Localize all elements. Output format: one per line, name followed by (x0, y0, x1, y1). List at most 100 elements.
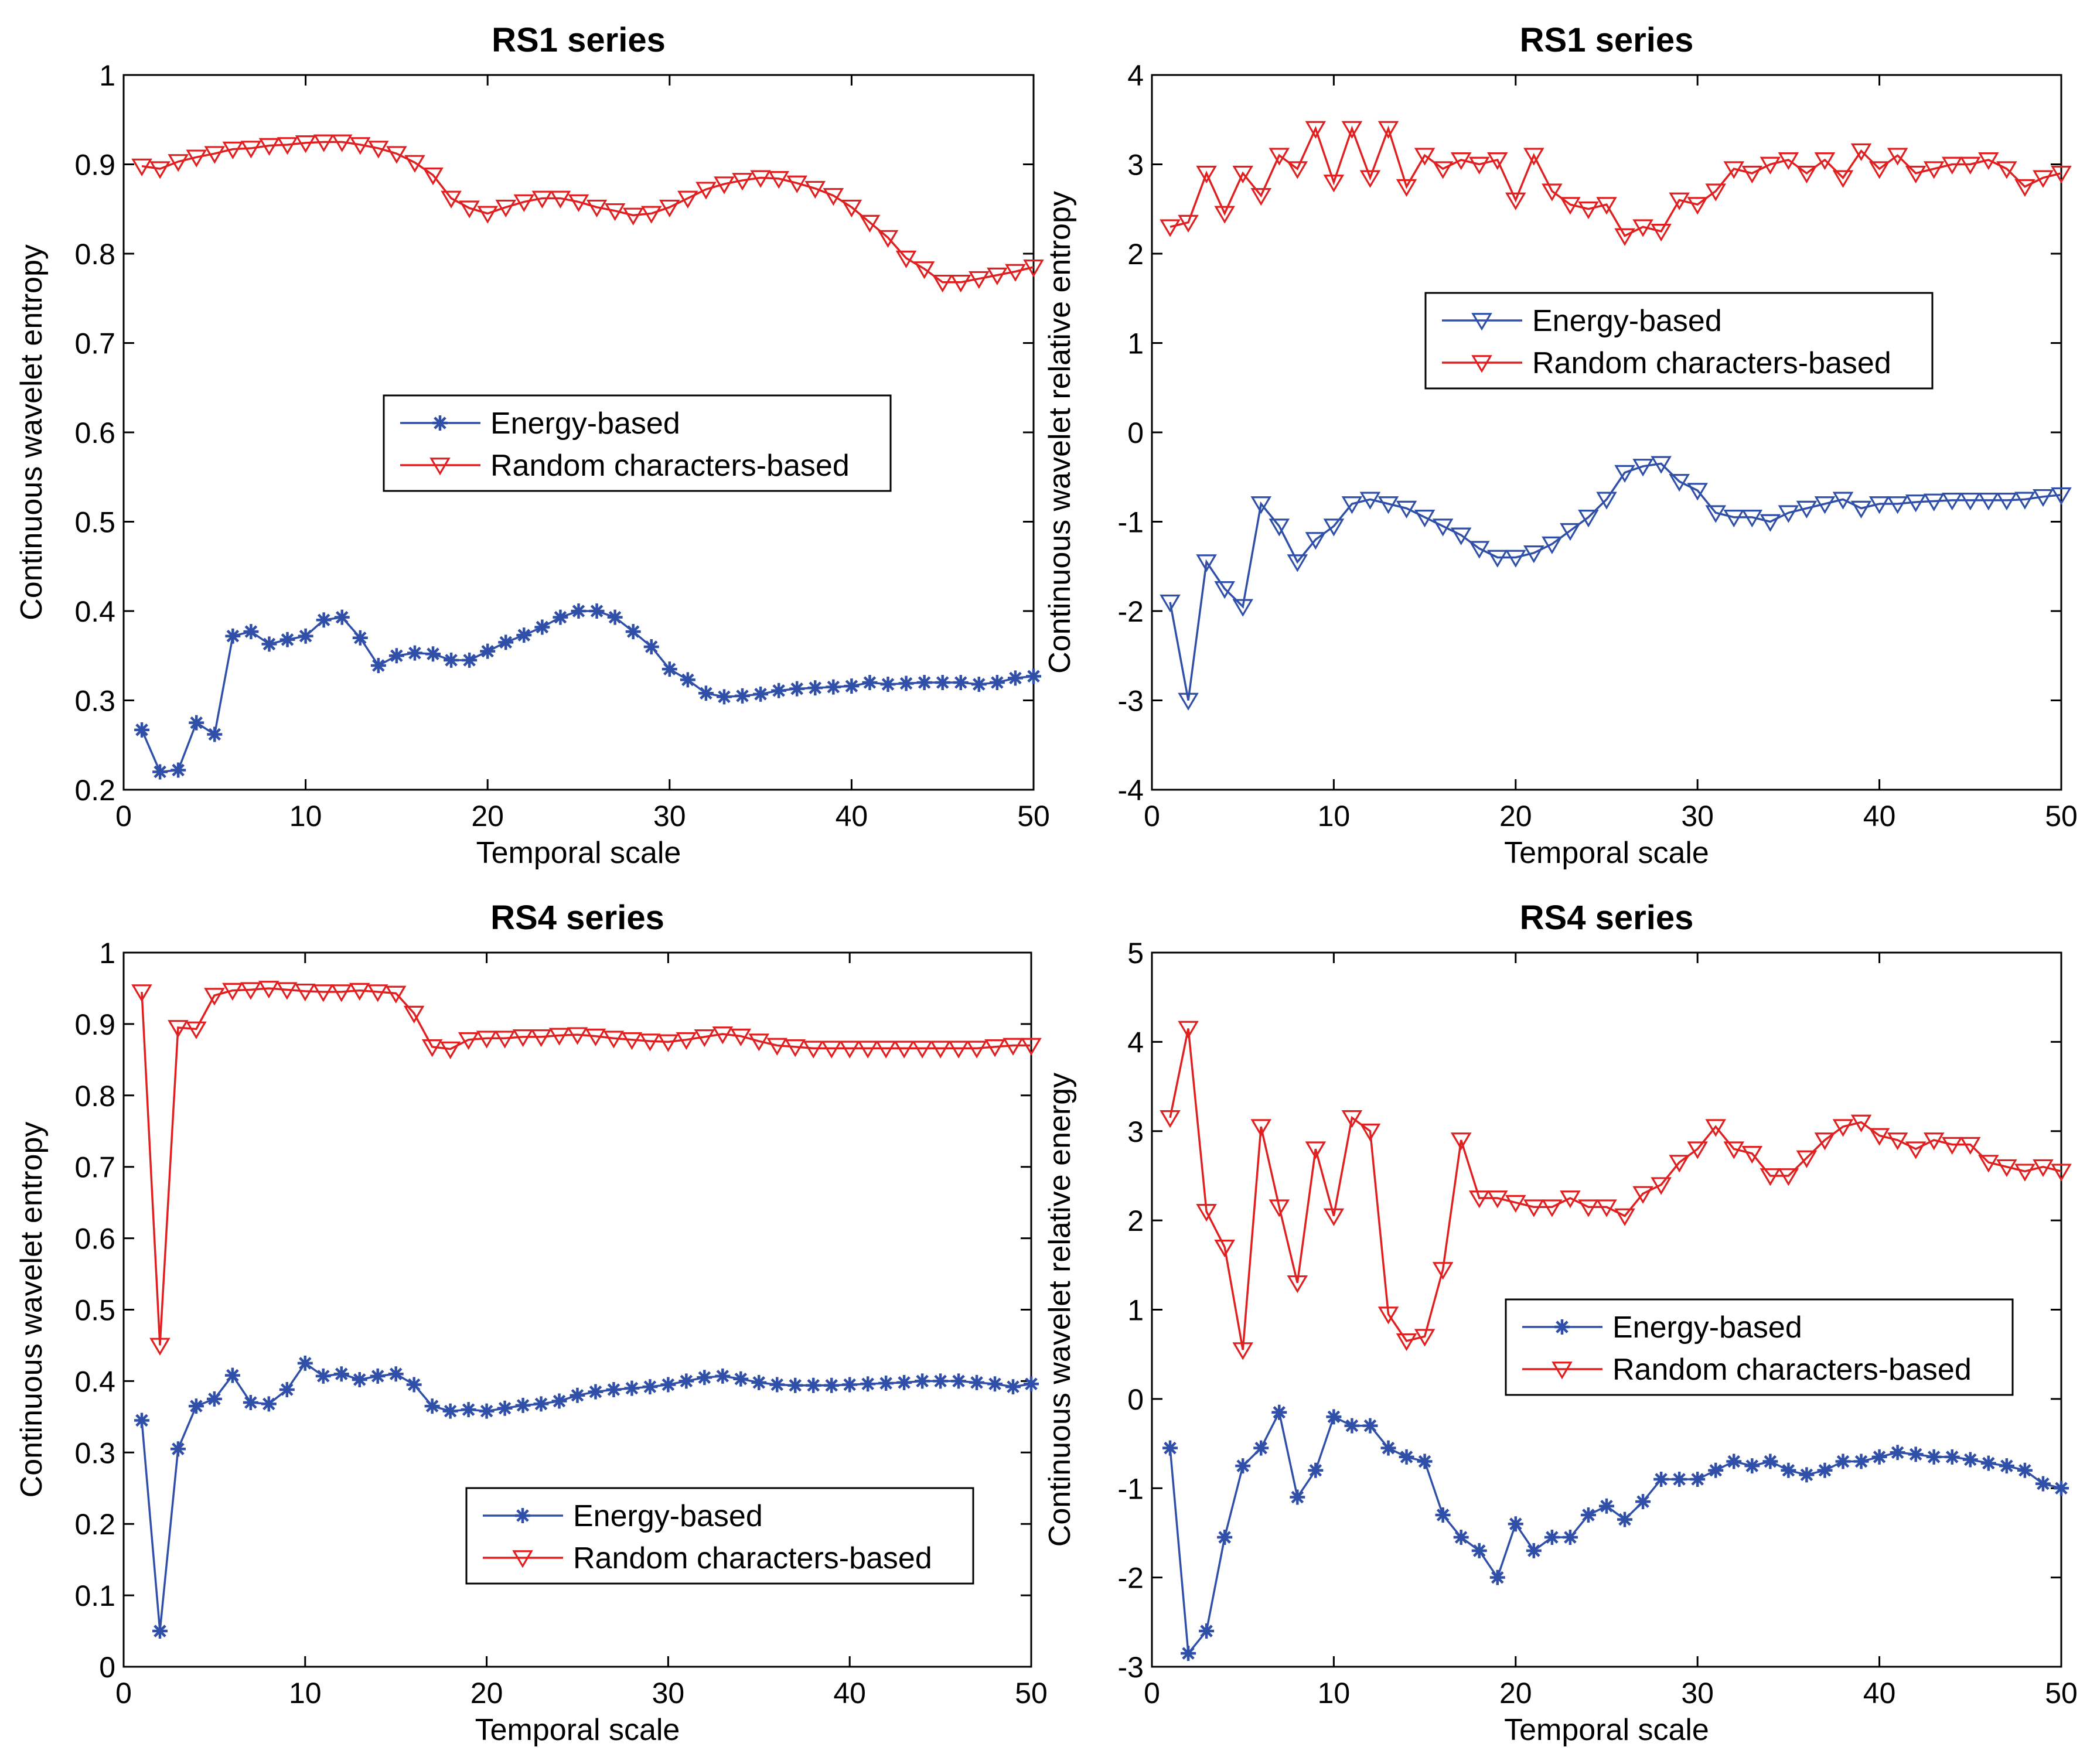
data-point (839, 1040, 860, 1059)
x-tick-label: 50 (1015, 1677, 1048, 1710)
data-point (204, 988, 225, 1006)
data-point (1232, 165, 1253, 184)
data-point (131, 984, 152, 1002)
data-point (441, 190, 462, 209)
data-point (1832, 170, 1854, 188)
y-tick-label: 0.6 (74, 1223, 115, 1255)
data-point (896, 1374, 912, 1390)
data-point (1323, 175, 1345, 193)
data-point (1944, 1449, 1960, 1465)
y-tick-label: 0.8 (74, 238, 115, 271)
legend-box (1424, 292, 1934, 390)
y-axis-label: Continuous wavelet relative energy (1043, 1073, 1077, 1547)
data-point (1450, 527, 1472, 545)
legend-label: Energy-based (1612, 1311, 1802, 1345)
data-point (349, 137, 371, 155)
data-point (2017, 1462, 2033, 1478)
data-point (948, 1040, 969, 1059)
data-point (730, 1028, 752, 1047)
data-point (458, 1032, 479, 1050)
data-point (1178, 1021, 1199, 1039)
y-tick-label: 3 (1127, 149, 1144, 182)
data-point (1505, 550, 1526, 568)
data-point (1835, 1453, 1851, 1469)
data-point (894, 1040, 915, 1059)
plot-area (1151, 74, 2062, 791)
data-point (676, 1032, 697, 1050)
data-point (134, 1412, 149, 1428)
data-point (439, 1041, 461, 1059)
data-point (916, 675, 932, 690)
data-point (1232, 1342, 1253, 1360)
data-point (1708, 1462, 1724, 1478)
data-point (1796, 165, 1818, 184)
x-tick-label: 40 (1863, 800, 1896, 832)
data-point (643, 639, 659, 654)
data-point (1853, 1453, 1869, 1469)
legend-marker (1471, 313, 1492, 331)
data-point (695, 182, 717, 200)
data-point (824, 1377, 840, 1393)
x-tick-label: 10 (289, 800, 322, 832)
data-point (385, 985, 407, 1004)
data-point (1287, 161, 1308, 179)
data-point (495, 199, 517, 218)
data-point (225, 628, 241, 644)
series-line (1169, 1028, 2062, 1350)
data-point (406, 1377, 422, 1393)
data-point (277, 982, 298, 1000)
data-point (1377, 496, 1399, 514)
x-tick-label: 20 (1499, 1677, 1532, 1710)
chart-panel-3: 0 10 20 30 40 50 0 0.1 0.2 0.3 0.4 0.5 0.6 0.7 0.8 0.9 1… (15, 899, 1048, 1747)
data-point (624, 1380, 640, 1396)
data-point (1196, 554, 1217, 572)
y-tick-label: -2 (1118, 1562, 1144, 1595)
data-point (1024, 1376, 1039, 1392)
data-point (912, 1040, 933, 1059)
data-point (712, 1026, 734, 1045)
data-point (660, 1377, 676, 1393)
series-line (1169, 125, 2062, 237)
data-point (1617, 1511, 1633, 1527)
data-point (1271, 1404, 1287, 1420)
data-point (352, 630, 368, 646)
data-point (2054, 1480, 2069, 1496)
data-point (753, 686, 769, 702)
y-tick-label: 0.3 (74, 685, 115, 718)
data-point (953, 675, 969, 690)
data-point (733, 1371, 749, 1387)
data-point (1941, 156, 1963, 175)
data-point (530, 1029, 552, 1048)
data-point (1396, 1333, 1417, 1352)
data-point (1305, 1141, 1327, 1159)
data-point (857, 1040, 878, 1059)
data-point (678, 1373, 694, 1389)
data-point (1887, 1132, 1908, 1151)
y-tick-label: 0.5 (74, 506, 115, 539)
data-point (1359, 1123, 1381, 1142)
data-point (1269, 148, 1290, 166)
data-point (1905, 165, 1926, 184)
data-point (1471, 1543, 1487, 1558)
data-point (2051, 1164, 2072, 1182)
data-point (766, 1038, 788, 1056)
data-point (603, 1031, 625, 1049)
x-tick-label: 0 (115, 800, 132, 832)
y-axis-label: Continuous wavelet entropy (15, 244, 49, 620)
data-point (642, 1379, 658, 1395)
data-point (1486, 550, 1508, 568)
y-tick-label: 0.2 (74, 1508, 115, 1541)
data-point (586, 199, 608, 218)
series-energy-based (134, 603, 1041, 780)
data-point (1868, 161, 1890, 179)
data-point (1596, 492, 1617, 510)
data-point (930, 1040, 951, 1059)
data-point (494, 1031, 516, 1049)
data-point (149, 161, 171, 179)
data-point (188, 1398, 204, 1414)
chart-panel-1: 0 10 20 30 40 50 0.2 0.3 0.4 0.5 0.6 0.7 0.8 0.9 1 RS1 … (15, 21, 1050, 870)
data-point (1960, 156, 1981, 175)
data-point (715, 1368, 731, 1384)
legend-marker (1471, 355, 1492, 373)
data-point (1850, 500, 1872, 519)
